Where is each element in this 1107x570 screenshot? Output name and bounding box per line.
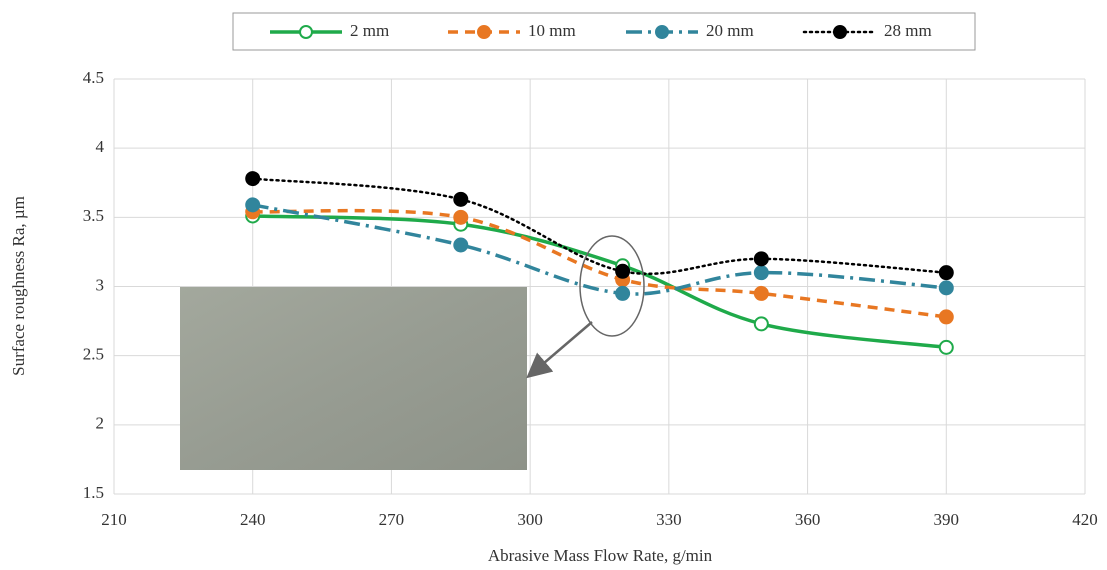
x-tick-label: 360 xyxy=(795,510,821,529)
legend-label: 28 mm xyxy=(884,21,932,40)
data-point xyxy=(753,265,769,281)
legend-label: 20 mm xyxy=(706,21,754,40)
y-tick-label: 2 xyxy=(96,414,105,433)
data-point xyxy=(453,237,469,253)
data-point xyxy=(615,285,631,301)
y-tick-label: 2.5 xyxy=(83,345,104,364)
data-point xyxy=(245,171,261,187)
legend-marker xyxy=(299,25,313,39)
data-point xyxy=(753,285,769,301)
grid: 1.5 2 2.5 3 3.5 4 4.5 210 240 270 300 330 360 390 420 xyxy=(83,68,1098,529)
data-point xyxy=(753,316,769,332)
y-tick-label: 3 xyxy=(96,275,105,294)
data-point xyxy=(938,309,954,325)
x-tick-label: 210 xyxy=(101,510,127,529)
data-point xyxy=(453,209,469,225)
legend-marker xyxy=(833,25,847,39)
y-axis-label: Surface roughness Ra, µm xyxy=(9,196,28,376)
x-axis-label: Abrasive Mass Flow Rate, g/min xyxy=(488,546,713,565)
legend-label: 10 mm xyxy=(528,21,576,40)
x-tick-label: 300 xyxy=(517,510,543,529)
x-tick-label: 270 xyxy=(379,510,405,529)
y-tick-label: 3.5 xyxy=(83,206,104,225)
data-point xyxy=(938,265,954,281)
legend-label: 2 mm xyxy=(350,21,389,40)
surface-photo xyxy=(180,287,527,470)
x-tick-label: 390 xyxy=(934,510,960,529)
data-point xyxy=(938,280,954,296)
legend-marker xyxy=(477,25,491,39)
data-point xyxy=(453,191,469,207)
x-tick-label: 420 xyxy=(1072,510,1098,529)
series xyxy=(245,171,954,355)
data-point xyxy=(753,251,769,267)
legend: 2 mm 10 mm 20 mm 28 mm xyxy=(270,21,932,40)
highlight-ellipse xyxy=(579,235,645,337)
data-point xyxy=(615,263,631,279)
x-tick-label: 240 xyxy=(240,510,266,529)
pointer-arrow xyxy=(526,321,593,379)
legend-marker xyxy=(655,25,669,39)
y-tick-label: 1.5 xyxy=(83,483,104,502)
y-tick-label: 4.5 xyxy=(83,68,104,87)
data-point xyxy=(938,339,954,355)
y-tick-label: 4 xyxy=(96,137,105,156)
data-point xyxy=(245,197,261,213)
x-tick-label: 330 xyxy=(656,510,682,529)
